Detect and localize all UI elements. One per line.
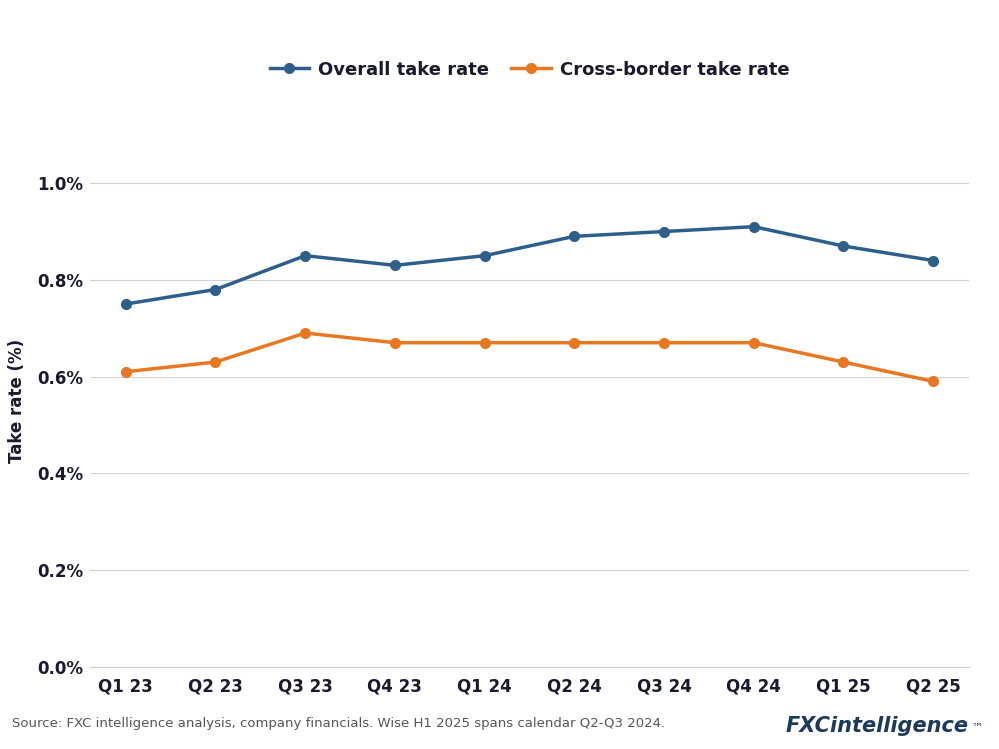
Legend: Overall take rate, Cross-border take rate: Overall take rate, Cross-border take rat… <box>263 53 796 86</box>
Text: FXCintelligence: FXCintelligence <box>786 715 969 736</box>
Text: ™: ™ <box>971 723 982 733</box>
Y-axis label: Take rate (%): Take rate (%) <box>8 339 26 463</box>
Text: Source: FXC intelligence analysis, company financials. Wise H1 2025 spans calend: Source: FXC intelligence analysis, compa… <box>12 718 665 730</box>
Text: Wise quarterly take rate, 2023-2025: Wise quarterly take rate, 2023-2025 <box>13 82 342 100</box>
Text: Wise cross-border take rate declines in Q2 2025: Wise cross-border take rate declines in … <box>13 30 804 58</box>
